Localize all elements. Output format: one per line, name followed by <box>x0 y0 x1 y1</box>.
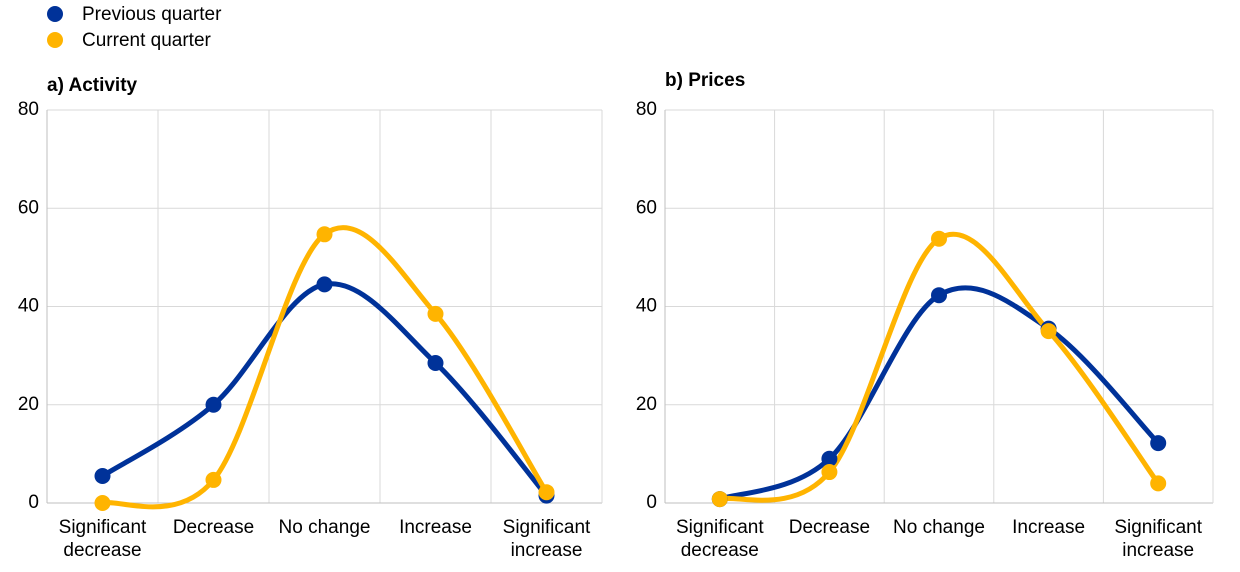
point <box>821 464 838 481</box>
x-tick-label: Decrease <box>172 517 255 538</box>
x-tick-label: Significant decrease <box>675 517 764 561</box>
panel-title: b) Prices <box>665 70 745 91</box>
point <box>711 491 728 508</box>
legend-marker <box>47 32 63 48</box>
legend-marker <box>47 6 63 22</box>
y-tick-label: 60 <box>18 197 39 218</box>
series-line <box>100 225 549 510</box>
point <box>1040 323 1057 340</box>
series-line <box>100 281 549 499</box>
point <box>205 471 222 488</box>
y-tick-label: 40 <box>18 296 39 317</box>
series-line <box>717 285 1161 502</box>
y-tick-label: 0 <box>28 492 39 513</box>
point <box>821 450 838 467</box>
x-tick-label: Increase <box>399 517 472 538</box>
point <box>538 484 555 501</box>
y-tick-label: 20 <box>636 394 657 415</box>
legend-label: Current quarter <box>82 30 212 51</box>
point <box>427 305 444 322</box>
point <box>931 287 947 304</box>
y-tick-label: 80 <box>18 99 39 120</box>
point <box>316 226 333 243</box>
point <box>1150 435 1167 452</box>
x-tick-label: Significant increase <box>1114 517 1203 561</box>
point <box>94 467 111 484</box>
point <box>94 495 111 511</box>
point <box>1150 475 1167 492</box>
y-tick-label: 60 <box>636 197 657 218</box>
point <box>316 276 333 293</box>
x-tick-label: Decrease <box>788 517 871 538</box>
x-tick-label: No change <box>893 517 985 538</box>
legend-label: Previous quarter <box>82 4 222 25</box>
x-tick-label: Significant decrease <box>58 517 147 561</box>
x-tick-label: No change <box>278 517 371 538</box>
y-tick-label: 0 <box>646 492 657 513</box>
x-tick-label: Increase <box>1012 517 1086 538</box>
point <box>205 396 222 413</box>
point <box>427 354 444 371</box>
y-tick-label: 20 <box>18 394 39 415</box>
point <box>931 230 947 247</box>
y-tick-label: 40 <box>636 296 657 317</box>
panel-title: a) Activity <box>47 75 138 96</box>
x-tick-label: Significant increase <box>502 517 591 561</box>
y-tick-label: 80 <box>636 99 657 120</box>
